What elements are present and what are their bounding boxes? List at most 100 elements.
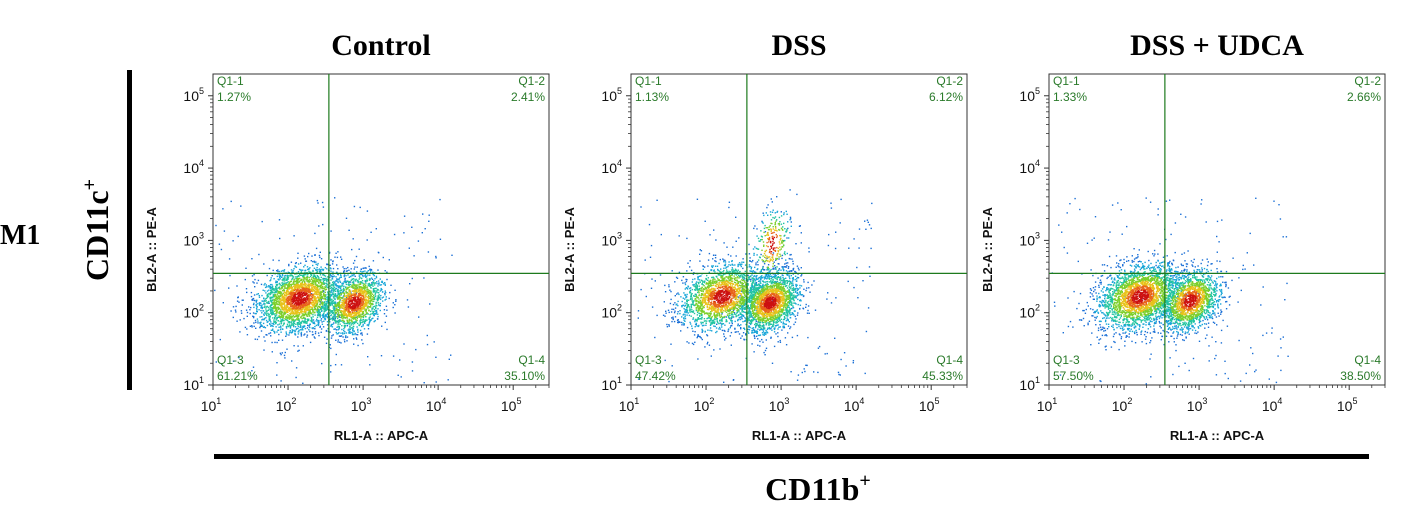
event-dot bbox=[763, 325, 765, 327]
event-dot bbox=[253, 294, 256, 296]
event-dot bbox=[314, 278, 316, 280]
event-dot bbox=[229, 274, 231, 277]
event-dot bbox=[309, 283, 311, 286]
event-dot bbox=[253, 282, 255, 284]
event-dot bbox=[670, 298, 672, 301]
event-dot bbox=[307, 297, 310, 299]
event-dot bbox=[796, 193, 798, 196]
event-dot bbox=[287, 317, 289, 319]
event-dot bbox=[302, 345, 304, 347]
event-dot bbox=[330, 324, 332, 327]
event-dot bbox=[330, 286, 333, 288]
event-dot bbox=[265, 297, 268, 299]
event-dot bbox=[356, 291, 359, 293]
event-dot bbox=[299, 299, 302, 301]
event-dot bbox=[277, 287, 279, 289]
event-dot bbox=[323, 274, 325, 277]
event-dot bbox=[315, 269, 317, 271]
event-dot bbox=[354, 266, 356, 268]
event-dot bbox=[649, 256, 652, 258]
event-dot bbox=[282, 285, 284, 288]
event-dot bbox=[690, 269, 693, 272]
event-dot bbox=[835, 231, 837, 233]
event-dot bbox=[321, 304, 324, 306]
event-dot bbox=[338, 327, 341, 329]
event-dot bbox=[251, 326, 253, 328]
event-dot bbox=[278, 219, 281, 221]
event-dot bbox=[273, 289, 275, 292]
event-dot bbox=[336, 264, 338, 266]
event-dot bbox=[318, 319, 320, 322]
event-dot bbox=[439, 238, 442, 240]
event-dot bbox=[803, 279, 805, 281]
event-dot bbox=[285, 290, 288, 292]
event-dot bbox=[384, 292, 386, 295]
event-dot bbox=[361, 298, 363, 300]
event-dot bbox=[370, 310, 372, 313]
event-dot bbox=[323, 283, 325, 286]
event-dot bbox=[271, 322, 273, 325]
event-dot bbox=[306, 331, 308, 333]
event-dot bbox=[369, 297, 371, 300]
event-dot bbox=[285, 279, 287, 281]
event-dot bbox=[773, 268, 775, 270]
event-dot bbox=[687, 262, 689, 264]
event-dot bbox=[319, 292, 321, 295]
event-dot bbox=[362, 308, 365, 310]
event-dot bbox=[301, 295, 303, 297]
event-dot bbox=[376, 282, 378, 285]
event-dot bbox=[372, 281, 375, 284]
event-dot bbox=[377, 313, 379, 315]
event-dot bbox=[272, 325, 274, 328]
event-dot bbox=[284, 351, 286, 354]
event-dot bbox=[330, 279, 332, 281]
event-dot bbox=[296, 277, 298, 280]
event-dot bbox=[344, 314, 347, 316]
event-dot bbox=[686, 270, 688, 272]
event-dot bbox=[286, 275, 289, 277]
event-dot bbox=[353, 287, 355, 289]
event-dot bbox=[738, 237, 740, 239]
quadrant-percent: 35.10% bbox=[504, 369, 545, 383]
event-dot bbox=[288, 321, 291, 323]
event-dot bbox=[379, 302, 382, 305]
event-dot bbox=[309, 306, 312, 308]
event-dot bbox=[361, 325, 363, 328]
event-dot bbox=[320, 279, 322, 281]
event-dot bbox=[318, 305, 321, 308]
event-dot bbox=[637, 310, 640, 312]
event-dot bbox=[331, 291, 333, 294]
event-dot bbox=[721, 313, 723, 315]
event-dot bbox=[362, 305, 364, 307]
event-dot bbox=[342, 314, 344, 317]
event-dot bbox=[279, 313, 281, 315]
event-dot bbox=[326, 268, 328, 270]
event-dot bbox=[267, 312, 269, 315]
event-dot bbox=[355, 302, 357, 305]
x-tick-label: 104 bbox=[426, 396, 447, 414]
event-dot bbox=[344, 306, 347, 309]
event-dot bbox=[290, 331, 293, 333]
event-dot bbox=[281, 352, 283, 354]
event-dot bbox=[292, 314, 294, 316]
event-dot bbox=[230, 310, 232, 312]
event-dot bbox=[371, 282, 373, 284]
event-dot bbox=[241, 304, 243, 306]
event-dot bbox=[677, 292, 679, 294]
event-dot bbox=[348, 282, 350, 284]
event-dot bbox=[365, 290, 367, 293]
event-dot bbox=[843, 352, 846, 354]
event-dot bbox=[296, 298, 298, 301]
quadrant-name: Q1-4 bbox=[518, 353, 545, 367]
event-dot bbox=[713, 349, 715, 351]
event-dot bbox=[329, 264, 331, 266]
event-dot bbox=[303, 303, 305, 306]
event-dot bbox=[276, 362, 278, 364]
event-dot bbox=[345, 332, 348, 334]
event-dot bbox=[811, 284, 813, 286]
event-dot bbox=[361, 295, 363, 297]
event-dot bbox=[723, 242, 725, 244]
event-dot bbox=[366, 306, 369, 308]
event-dot bbox=[422, 213, 424, 215]
event-dot bbox=[331, 317, 333, 320]
